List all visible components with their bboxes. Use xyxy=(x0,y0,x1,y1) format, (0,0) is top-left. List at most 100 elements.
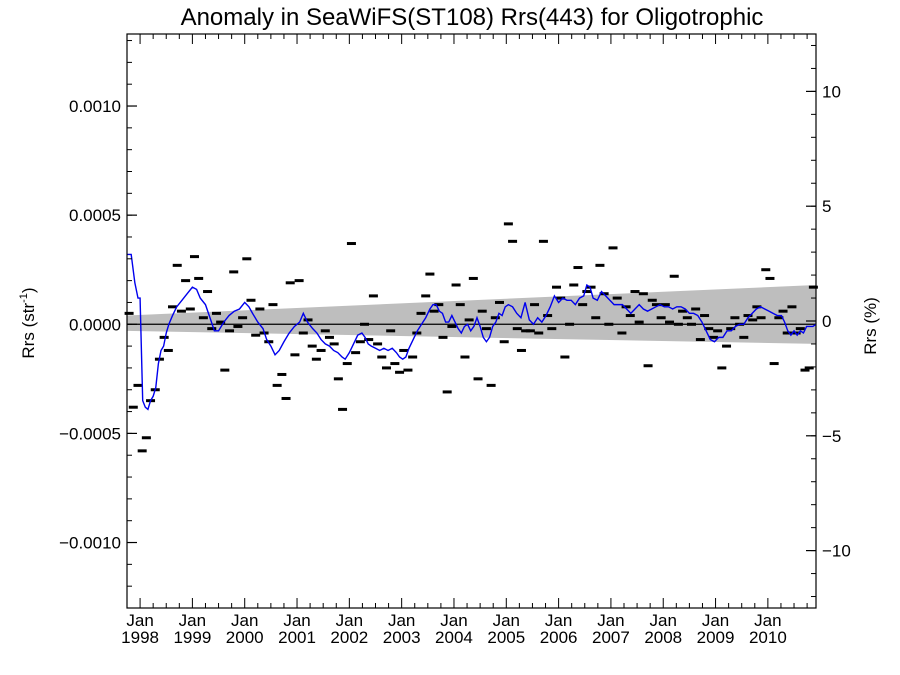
data-point xyxy=(355,340,365,344)
data-point xyxy=(647,298,657,302)
right-y-axis: 10 5 0 −5 −10 xyxy=(806,44,851,598)
x-tick-month: Jan xyxy=(126,611,153,630)
data-point xyxy=(717,366,727,370)
data-point xyxy=(512,327,522,331)
data-point xyxy=(669,274,679,278)
x-tick-year: 2002 xyxy=(330,628,368,647)
data-point xyxy=(386,329,396,333)
left-tick-label: 0.0010 xyxy=(69,97,121,116)
data-point xyxy=(447,324,457,328)
data-point xyxy=(643,364,653,368)
left-axis-label: Rrs (str-1) xyxy=(18,287,38,358)
x-tick-month: Jan xyxy=(440,611,467,630)
data-point xyxy=(451,283,461,287)
x-tick-year: 2000 xyxy=(226,628,264,647)
left-axis-label-base: Rrs (str xyxy=(19,303,38,359)
data-point xyxy=(752,305,762,309)
data-point xyxy=(573,266,583,270)
x-tick-month: Jan xyxy=(702,611,729,630)
data-point xyxy=(804,366,814,370)
data-point xyxy=(311,357,321,361)
plot-area xyxy=(124,33,818,609)
x-tick-month: Jan xyxy=(336,611,363,630)
data-point xyxy=(324,335,334,339)
data-point xyxy=(748,318,758,322)
data-point xyxy=(185,307,195,311)
data-point xyxy=(351,351,361,355)
data-point xyxy=(342,362,352,366)
data-point xyxy=(408,355,418,359)
data-point xyxy=(778,309,788,313)
x-tick-month: Jan xyxy=(597,611,624,630)
right-axis-label: Rrs (%) xyxy=(861,297,880,355)
x-tick-year: 2010 xyxy=(749,628,787,647)
data-point xyxy=(486,383,496,387)
right-tick-label: −5 xyxy=(822,427,841,446)
x-tick-month: Jan xyxy=(650,611,677,630)
x-tick-month: Jan xyxy=(231,611,258,630)
data-point xyxy=(756,316,766,320)
data-point xyxy=(578,303,588,307)
x-tick-year: 2004 xyxy=(435,628,473,647)
data-point xyxy=(761,268,771,272)
data-point xyxy=(621,305,631,309)
data-point xyxy=(638,292,648,296)
data-point xyxy=(782,331,792,335)
x-tick-year: 1998 xyxy=(121,628,159,647)
data-point xyxy=(464,318,474,322)
x-tick-year: 1999 xyxy=(173,628,211,647)
data-point xyxy=(403,368,413,372)
data-point xyxy=(726,327,736,331)
data-point xyxy=(181,279,191,283)
data-point xyxy=(225,329,235,333)
data-point xyxy=(307,344,317,348)
right-tick-label: 10 xyxy=(822,82,841,101)
x-tick-month: Jan xyxy=(283,611,310,630)
data-point xyxy=(774,316,784,320)
data-point xyxy=(795,327,805,331)
data-point xyxy=(660,303,670,307)
chart-title: Anomaly in SeaWiFS(ST108) Rrs(443) for O… xyxy=(181,4,764,31)
data-point xyxy=(172,263,182,267)
data-point xyxy=(329,342,339,346)
data-point xyxy=(547,327,557,331)
left-tick-label: 0.0000 xyxy=(69,315,121,334)
data-point xyxy=(455,303,465,307)
data-point xyxy=(303,318,313,322)
data-point xyxy=(499,340,509,344)
data-point xyxy=(508,239,518,243)
data-point xyxy=(722,344,732,348)
data-point xyxy=(429,309,439,313)
data-point xyxy=(381,366,391,370)
data-point xyxy=(543,314,553,318)
data-point xyxy=(516,348,526,352)
data-point xyxy=(395,370,405,374)
data-point xyxy=(421,294,431,298)
right-tick-label: 5 xyxy=(822,197,831,216)
data-point xyxy=(434,303,444,307)
data-point xyxy=(238,316,248,320)
data-point xyxy=(530,303,540,307)
x-tick-year: 2009 xyxy=(697,628,735,647)
data-point xyxy=(272,383,282,387)
anomaly-markers xyxy=(124,222,818,453)
data-point xyxy=(159,335,169,339)
data-point xyxy=(377,355,387,359)
data-point xyxy=(442,390,452,394)
left-axis-label-sup: -1 xyxy=(18,293,30,303)
data-point xyxy=(277,372,287,376)
data-point xyxy=(189,255,199,259)
data-point xyxy=(743,314,753,318)
data-point xyxy=(673,322,683,326)
data-point xyxy=(704,327,714,331)
data-point xyxy=(591,316,601,320)
data-point xyxy=(251,333,261,337)
x-tick-year: 2003 xyxy=(383,628,421,647)
data-point xyxy=(133,383,143,387)
x-tick-month: Jan xyxy=(754,611,781,630)
data-point xyxy=(808,285,818,289)
data-point xyxy=(503,222,513,226)
data-point xyxy=(168,305,178,309)
data-point xyxy=(695,338,705,342)
data-point xyxy=(390,362,400,366)
